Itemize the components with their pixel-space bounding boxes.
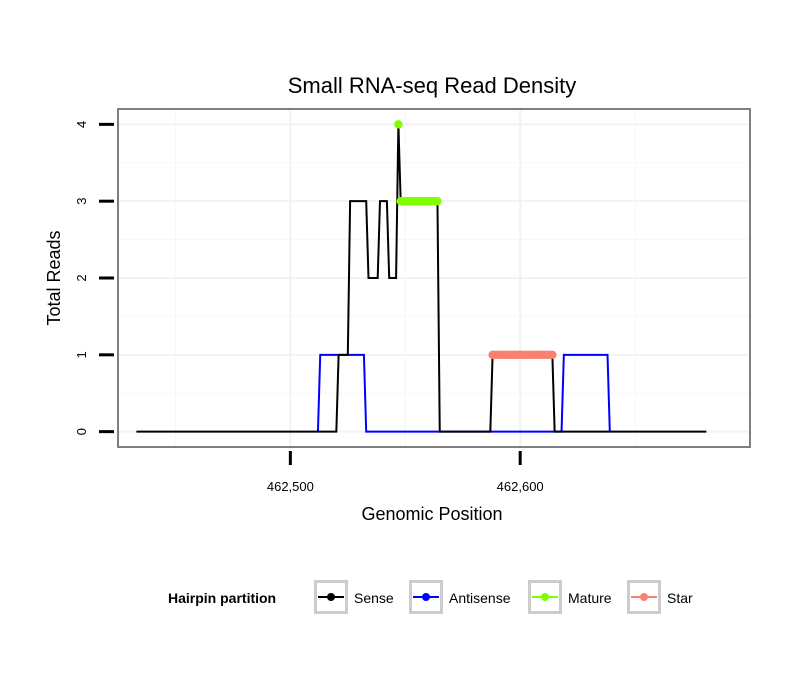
y-tick-label: 0 [74, 428, 89, 435]
legend-title: Hairpin partition [168, 590, 276, 606]
series-layer [136, 120, 707, 433]
data-point-star [548, 350, 557, 360]
legend-item-star: Star [627, 580, 693, 614]
legend-key-point [327, 593, 335, 601]
data-point-mature [433, 196, 442, 206]
legend-label-mature: Mature [568, 590, 612, 606]
legend-label-antisense: Antisense [449, 590, 511, 606]
x-axis-title: Genomic Position [361, 504, 502, 524]
x-tick-label: 462,600 [497, 479, 544, 494]
legend: Hairpin partition Sense Antisense Mature St… [168, 580, 693, 614]
legend-item-antisense: Antisense [409, 580, 511, 614]
y-tick-label: 4 [74, 121, 89, 128]
legend-label-sense: Sense [354, 590, 394, 606]
legend-key-point [422, 593, 430, 601]
chart-title: Small RNA-seq Read Density [288, 73, 577, 98]
y-axis-title: Total Reads [44, 230, 64, 325]
y-axis: 0 1 2 3 4 [74, 121, 114, 435]
plot-border [117, 108, 751, 448]
legend-item-sense: Sense [314, 580, 394, 614]
y-tick-label: 2 [74, 274, 89, 281]
legend-item-mature: Mature [528, 580, 612, 614]
legend-key-point [640, 593, 648, 601]
y-tick-label: 1 [74, 351, 89, 358]
y-tick-label: 3 [74, 198, 89, 205]
series-line-sense [136, 124, 707, 433]
legend-label-star: Star [667, 590, 693, 606]
x-axis: 462,500 462,600 [267, 451, 544, 494]
grid-lines [118, 109, 750, 447]
legend-key-point [541, 593, 549, 601]
data-point-mature [394, 120, 403, 129]
x-tick-label: 462,500 [267, 479, 314, 494]
